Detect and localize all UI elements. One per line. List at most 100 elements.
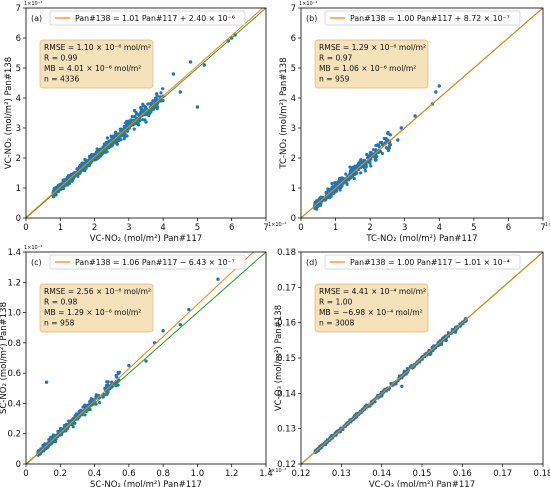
- data-point: [161, 87, 165, 91]
- data-point: [153, 96, 158, 100]
- stats-line: n = 3008: [319, 319, 354, 328]
- y-tick-label: 0: [16, 460, 21, 470]
- stats-line: R = 1.00: [319, 298, 353, 307]
- data-point: [121, 133, 125, 138]
- legend-fit-label: Pan#138 = 1.01 Pan#117 + 2.40 × 10⁻⁶: [75, 14, 235, 23]
- data-point: [396, 138, 400, 142]
- data-point: [428, 352, 432, 357]
- x-tick-label: 2: [367, 223, 372, 233]
- data-point: [402, 369, 406, 373]
- fit-line: [26, 8, 264, 218]
- y-axis-label: VC-O₃ (mol/m²) Pan#138: [274, 305, 284, 411]
- data-point: [161, 98, 165, 103]
- x-tick-label: 0.4: [88, 469, 102, 479]
- y-axis-multiplier: 1×10⁻⁴: [24, 245, 42, 251]
- legend-box: [49, 254, 246, 270]
- stats-line: n = 4336: [44, 75, 79, 84]
- x-tick-label: 0.15: [413, 469, 432, 479]
- data-point: [133, 114, 137, 119]
- x-tick-label: 0.2: [54, 469, 68, 479]
- regression-lines: [301, 252, 543, 464]
- one-to-one-line: [26, 252, 266, 464]
- y-tick-label: 0.6: [7, 369, 21, 379]
- x-tick-label: 5: [471, 223, 476, 233]
- x-axis-label: TC-NO₂ (mol/m²) Pan#117: [365, 234, 477, 244]
- data-point: [388, 133, 392, 137]
- data-point: [114, 373, 118, 378]
- data-point: [152, 99, 156, 103]
- scatter-points: [313, 84, 441, 211]
- x-tick-label: 1.2: [225, 469, 239, 479]
- y-tick-label: 0.18: [277, 248, 296, 258]
- y-tick-label: 7: [291, 4, 296, 14]
- x-tick-label: 3: [126, 223, 131, 233]
- stats-line: R = 0.98: [44, 298, 78, 307]
- data-point: [114, 141, 119, 145]
- x-tick-label: 1: [333, 223, 338, 233]
- y-axis-multiplier: 1×10⁻⁴: [24, 1, 42, 7]
- y-tick-label: 5: [291, 64, 296, 74]
- data-point: [171, 72, 176, 76]
- regression-lines: [301, 8, 543, 218]
- fit-line: [301, 8, 543, 218]
- x-tick-label: 0.14: [372, 469, 391, 479]
- data-point: [369, 164, 373, 168]
- data-point: [139, 107, 144, 112]
- y-tick-label: 0.17: [277, 283, 296, 293]
- data-point: [375, 154, 379, 159]
- plot-frame: [25, 251, 267, 465]
- x-tick-label: 0.17: [493, 469, 512, 479]
- legend-box: [49, 10, 246, 26]
- y-tick-label: 6: [291, 34, 296, 44]
- y-axis-label: SC-NO₂ (mol/m²) Pan#138: [0, 302, 9, 414]
- y-tick-label: 1: [291, 184, 296, 194]
- data-point: [384, 136, 388, 141]
- data-point: [353, 172, 357, 176]
- legend-box: [324, 10, 521, 26]
- data-point: [387, 146, 391, 150]
- data-point: [106, 380, 110, 384]
- data-point: [437, 84, 441, 88]
- data-point: [178, 90, 182, 94]
- x-tick-label: 0: [23, 469, 28, 479]
- data-point: [73, 421, 77, 425]
- x-tick-label: 0.16: [453, 469, 472, 479]
- data-point: [144, 120, 148, 124]
- data-point: [134, 111, 138, 115]
- x-axis-label: VC-NO₂ (mol/m²) Pan#117: [90, 234, 202, 244]
- y-axis-multiplier: 1×10⁻⁴: [299, 1, 317, 7]
- data-point: [89, 397, 93, 401]
- data-point: [366, 160, 371, 164]
- x-axis-multiplier: 1×10⁻⁴: [268, 222, 286, 228]
- plot-frame: [25, 7, 267, 219]
- data-point: [82, 168, 86, 172]
- stats-line: MB = 4.01 × 10⁻⁶ mol/m²: [44, 64, 141, 73]
- y-tick-label: 5: [16, 64, 21, 74]
- data-point: [373, 158, 378, 162]
- regression-lines: [26, 252, 266, 464]
- data-point: [202, 63, 206, 67]
- data-point: [334, 181, 338, 185]
- data-point: [380, 151, 384, 156]
- data-point: [97, 400, 102, 405]
- data-point: [380, 143, 385, 147]
- data-point: [111, 134, 115, 138]
- data-point: [377, 144, 381, 149]
- data-point: [328, 196, 332, 200]
- y-tick-label: 0.15: [277, 354, 296, 364]
- x-tick-label: 4: [160, 223, 165, 233]
- x-tick-label: 5: [195, 223, 200, 233]
- data-point: [116, 138, 120, 142]
- data-point: [359, 171, 363, 175]
- data-point: [355, 164, 359, 168]
- data-point: [328, 187, 332, 191]
- data-point: [105, 384, 109, 388]
- data-point: [114, 133, 118, 137]
- data-point: [388, 143, 393, 147]
- data-point: [97, 155, 101, 160]
- data-point: [369, 151, 373, 155]
- regression-lines: [26, 8, 266, 218]
- data-point: [384, 146, 388, 150]
